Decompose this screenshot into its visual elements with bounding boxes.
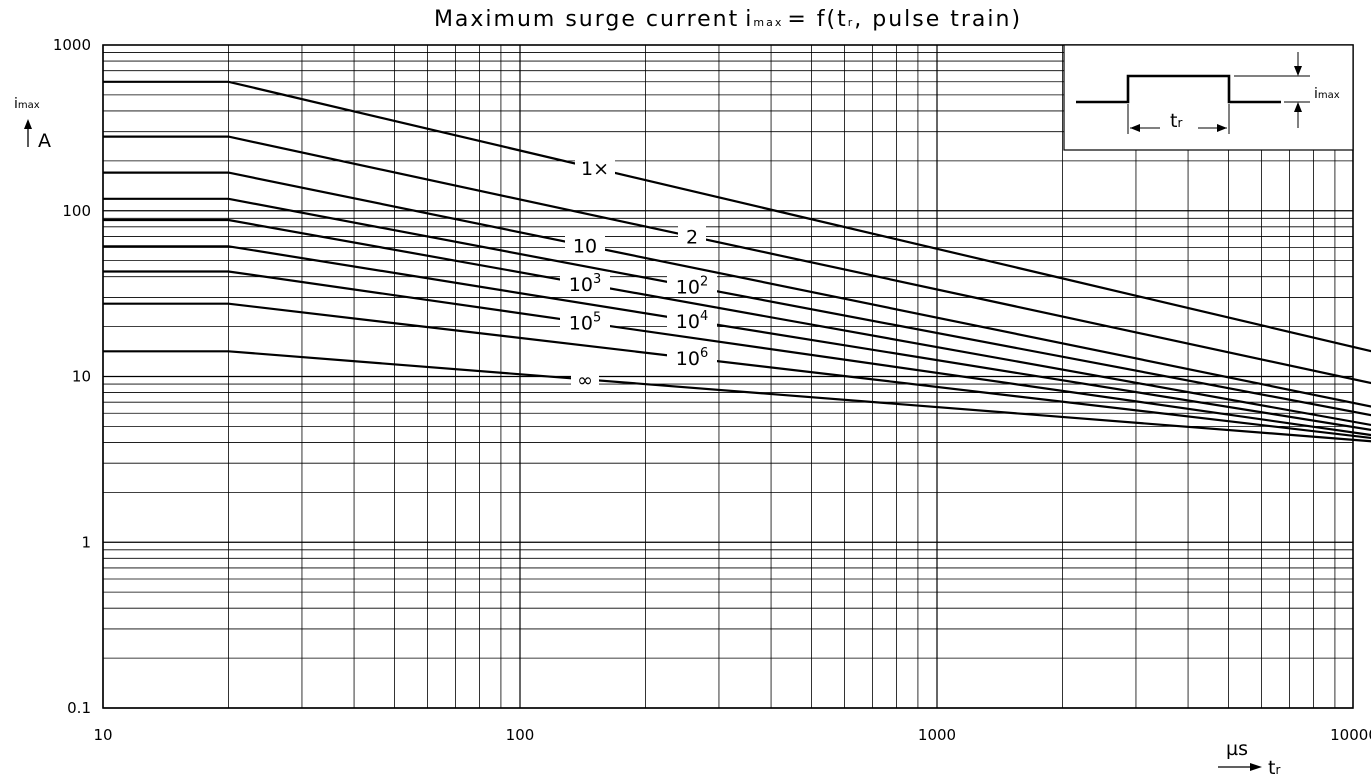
series-label: 2 <box>686 227 698 249</box>
inset-imax-label: imax <box>1314 86 1340 102</box>
series-line <box>103 197 1371 417</box>
x-tick-label: 100 <box>506 726 535 744</box>
y-axis-label: imax A <box>14 96 51 152</box>
inset-tr-label: tr <box>1170 110 1182 132</box>
y-axis-unit: A <box>38 130 51 152</box>
x-tick-label: 1000 <box>918 726 956 744</box>
series-line <box>103 302 1371 440</box>
series-label-bg <box>565 233 605 256</box>
x-axis-label: µs tr <box>1218 738 1280 778</box>
series-label: 104 <box>676 309 708 333</box>
series-label: 105 <box>569 311 601 335</box>
series-label-bg <box>560 310 610 333</box>
y-tick-label: 1000 <box>53 36 91 54</box>
x-tick-label: 10 <box>93 726 112 744</box>
series-label-bg <box>678 224 706 247</box>
inset-dim-arrow-top-head <box>1294 66 1302 76</box>
series-label: ∞ <box>577 369 593 391</box>
x-axis-unit: µs <box>1226 738 1248 760</box>
series-line <box>103 218 1371 427</box>
y-tick-label: 10 <box>72 368 91 386</box>
x-axis-symbol: tr <box>1268 757 1280 778</box>
series-line <box>103 350 1371 443</box>
inset-dim-arrow-bottom-head <box>1294 102 1302 112</box>
y-tick-label: 0.1 <box>67 699 91 717</box>
series-label: 103 <box>569 272 601 296</box>
series-label-bg <box>667 308 717 331</box>
inset-width-arrow-right <box>1217 124 1227 132</box>
x-tick-label: 10000 <box>1330 726 1371 744</box>
series-line <box>103 245 1371 431</box>
series-label-bg <box>560 271 610 294</box>
series-label-bg <box>667 346 717 369</box>
pulse-inset: imax tr <box>1063 44 1354 151</box>
grid <box>102 45 1353 709</box>
tick-labels: 10 100 1000 10000 1000 100 10 1 0.1 <box>53 36 1371 744</box>
series-line <box>103 171 1371 408</box>
series-label-bg <box>571 367 599 390</box>
series-label: 106 <box>676 346 708 370</box>
series-line <box>103 80 1371 353</box>
plot-frame <box>102 44 1354 709</box>
series-label: 102 <box>676 275 708 299</box>
inset-pulse-waveform <box>1076 74 1281 104</box>
y-axis-arrow-head <box>24 119 32 129</box>
inset-box <box>1063 44 1354 151</box>
series-label-bg <box>575 156 615 179</box>
inset-width-label-bg <box>1160 112 1198 130</box>
series-label-bg <box>667 274 717 297</box>
chart-title: Maximum surge current imax = f(tr, pulse t… <box>434 7 1022 32</box>
series-group <box>103 80 1371 443</box>
series-label: 1× <box>581 158 609 180</box>
series-line <box>103 270 1371 437</box>
y-tick-label: 100 <box>62 202 91 220</box>
y-tick-label: 1 <box>81 533 91 551</box>
inset-width-arrow-left <box>1130 124 1140 132</box>
series-line <box>103 135 1371 385</box>
series-label: 10 <box>573 236 597 258</box>
curve-labels: 1× 2 10 102 103 104 105 106 ∞ <box>560 156 717 391</box>
x-axis-arrow-head <box>1250 763 1262 771</box>
y-axis-symbol: imax <box>14 96 40 112</box>
